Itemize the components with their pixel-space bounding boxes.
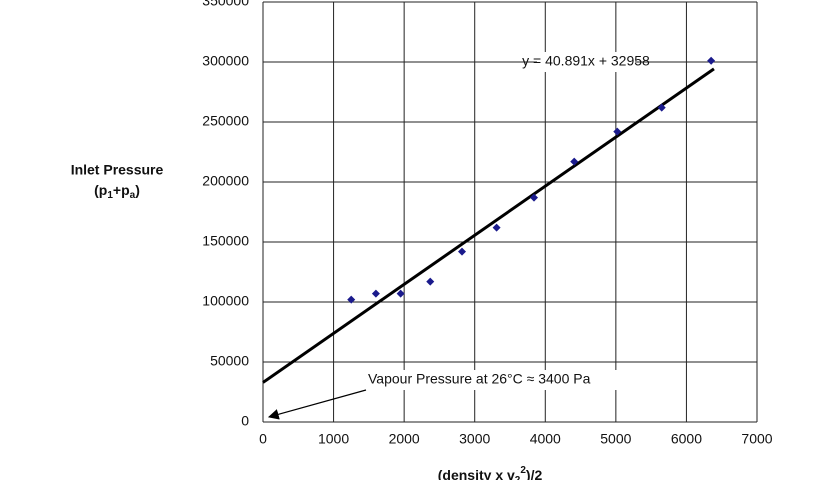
y-tick-label: 50000 xyxy=(210,353,249,369)
data-point xyxy=(707,56,716,65)
x-tick-label: 1000 xyxy=(318,431,349,447)
data-point xyxy=(371,289,380,298)
x-tick-label: 5000 xyxy=(600,431,631,447)
t: (p xyxy=(94,182,107,198)
annotation-box xyxy=(364,370,632,390)
y-tick-label: 150000 xyxy=(202,233,249,249)
equation-label: y = 40.891x + 32958 xyxy=(522,53,650,69)
y-tick-label: 200000 xyxy=(202,173,249,189)
y-tick-label: 300000 xyxy=(202,53,249,69)
annotation-label: Vapour Pressure at 26°C ≈ 3400 Pa xyxy=(368,371,591,387)
marks: y = 40.891x + 32958 Vapour Pressure at 26… xyxy=(262,52,716,420)
t: 2 xyxy=(515,475,521,480)
x-tick-label: 2000 xyxy=(389,431,420,447)
y-axis-label-sub: (p1+pa) xyxy=(94,182,140,201)
y-tick-label: 350000 xyxy=(202,0,249,9)
y-tick-label: 250000 xyxy=(202,113,249,129)
t: )/2 xyxy=(526,467,543,480)
t: +p xyxy=(113,182,130,198)
x-tick-label: 0 xyxy=(259,431,267,447)
t: (density x v xyxy=(438,467,515,480)
data-point xyxy=(396,289,405,298)
x-tick-label: 6000 xyxy=(671,431,702,447)
x-tick-label: 4000 xyxy=(530,431,561,447)
x-tick-label: 3000 xyxy=(459,431,490,447)
data-point xyxy=(426,277,435,286)
t: 1 xyxy=(107,190,113,201)
t: 2 xyxy=(520,465,526,476)
trendline xyxy=(262,67,715,384)
x-tick-label: 7000 xyxy=(741,431,772,447)
data-point xyxy=(529,193,538,202)
y-tick-label: 0 xyxy=(241,413,249,429)
x-axis-label: (density x v22)/2 xyxy=(438,465,543,480)
t: a xyxy=(130,190,136,201)
data-point xyxy=(570,157,579,166)
data-point xyxy=(458,247,467,256)
data-point xyxy=(492,223,501,232)
y-axis-label: Inlet Pressure xyxy=(71,162,164,178)
annotation-arrow xyxy=(267,389,367,420)
t: ) xyxy=(135,182,140,198)
data-point xyxy=(347,295,356,304)
data-point xyxy=(657,103,666,112)
y-tick-label: 100000 xyxy=(202,293,249,309)
equation-box xyxy=(537,52,635,72)
data-point xyxy=(613,127,622,136)
grid: 0 1000 2000 3000 4000 5000 6000 7000 0 50000 10000… xyxy=(202,0,772,447)
